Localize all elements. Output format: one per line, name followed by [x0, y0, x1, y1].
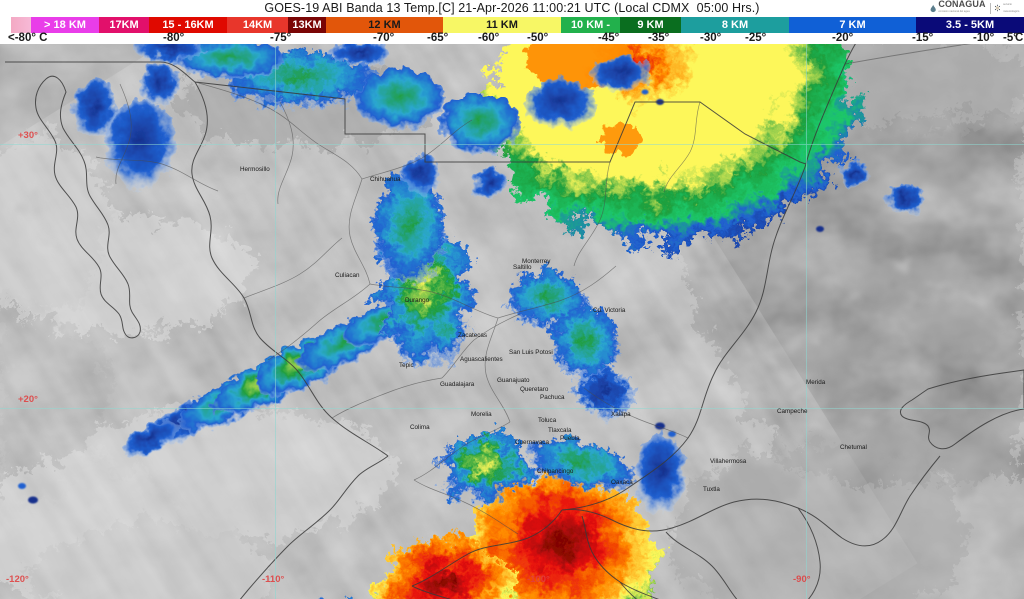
svg-text:Zacatecas: Zacatecas — [458, 332, 487, 339]
svg-text:-100°: -100° — [527, 574, 550, 585]
svg-text:Tlaxcala: Tlaxcala — [548, 427, 572, 434]
svg-text:Colima: Colima — [410, 424, 430, 431]
svg-text:+20°: +20° — [18, 394, 38, 405]
svg-text:-90°: -90° — [793, 574, 811, 585]
svg-text:Chilpancingo: Chilpancingo — [537, 468, 574, 475]
svg-text:Merida: Merida — [806, 379, 826, 386]
svg-text:Culiacan: Culiacan — [335, 272, 360, 279]
svg-text:Cuernavaca: Cuernavaca — [515, 439, 549, 446]
svg-text:San Luis Potosi: San Luis Potosi — [509, 349, 553, 356]
svg-text:Guadalajara: Guadalajara — [440, 381, 475, 388]
svg-text:-120°: -120° — [6, 574, 29, 585]
svg-text:Puebla: Puebla — [560, 435, 580, 442]
svg-text:Guanajuato: Guanajuato — [497, 377, 530, 384]
svg-text:Xalapa: Xalapa — [611, 411, 631, 418]
svg-text:Morelia: Morelia — [471, 411, 492, 418]
svg-text:Campeche: Campeche — [777, 408, 808, 415]
svg-text:Chetumal: Chetumal — [840, 444, 867, 451]
svg-text:Hermosillo: Hermosillo — [240, 166, 270, 173]
svg-text:Chihuahua: Chihuahua — [370, 176, 401, 183]
svg-text:Tepic: Tepic — [399, 362, 414, 369]
svg-text:Durango: Durango — [405, 297, 430, 304]
svg-text:Tuxtla: Tuxtla — [703, 486, 720, 493]
svg-text:-110°: -110° — [262, 574, 284, 585]
svg-text:Oaxaca: Oaxaca — [611, 479, 633, 486]
svg-text:Saltillo: Saltillo — [513, 264, 532, 271]
svg-text:Villahermosa: Villahermosa — [710, 458, 747, 465]
svg-text:Pachuca: Pachuca — [540, 394, 565, 401]
svg-text:Cd. Victoria: Cd. Victoria — [593, 307, 626, 314]
svg-text:Queretaro: Queretaro — [520, 386, 549, 393]
svg-text:Aguascalientes: Aguascalientes — [460, 356, 503, 363]
svg-text:Toluca: Toluca — [538, 417, 557, 424]
svg-text:+30°: +30° — [18, 130, 38, 141]
